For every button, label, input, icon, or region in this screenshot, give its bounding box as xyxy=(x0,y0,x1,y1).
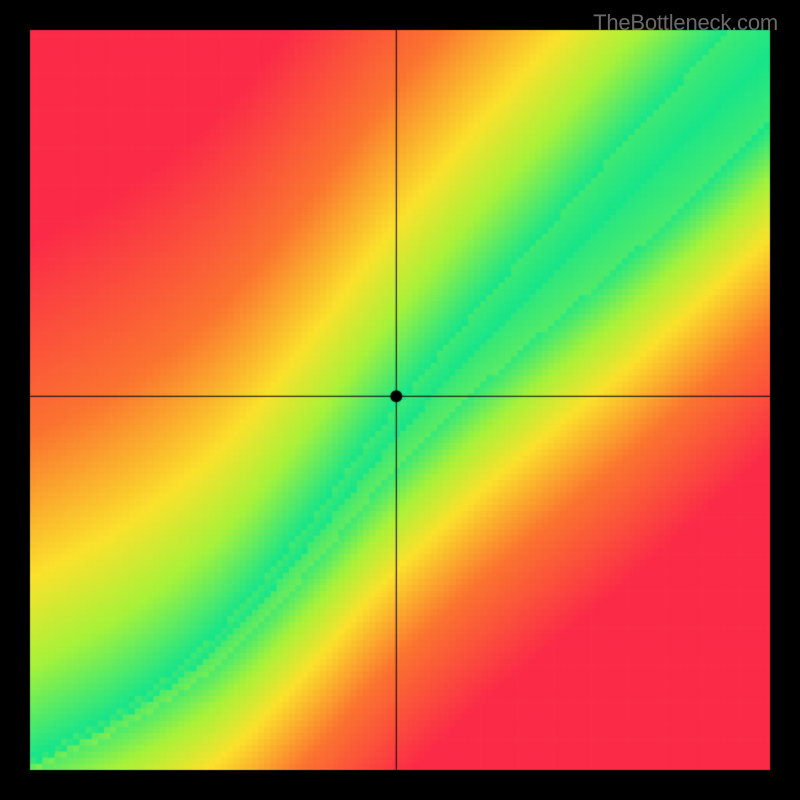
watermark-text: TheBottleneck.com xyxy=(593,10,778,36)
heatmap-canvas xyxy=(0,0,800,800)
chart-container: TheBottleneck.com xyxy=(0,0,800,800)
